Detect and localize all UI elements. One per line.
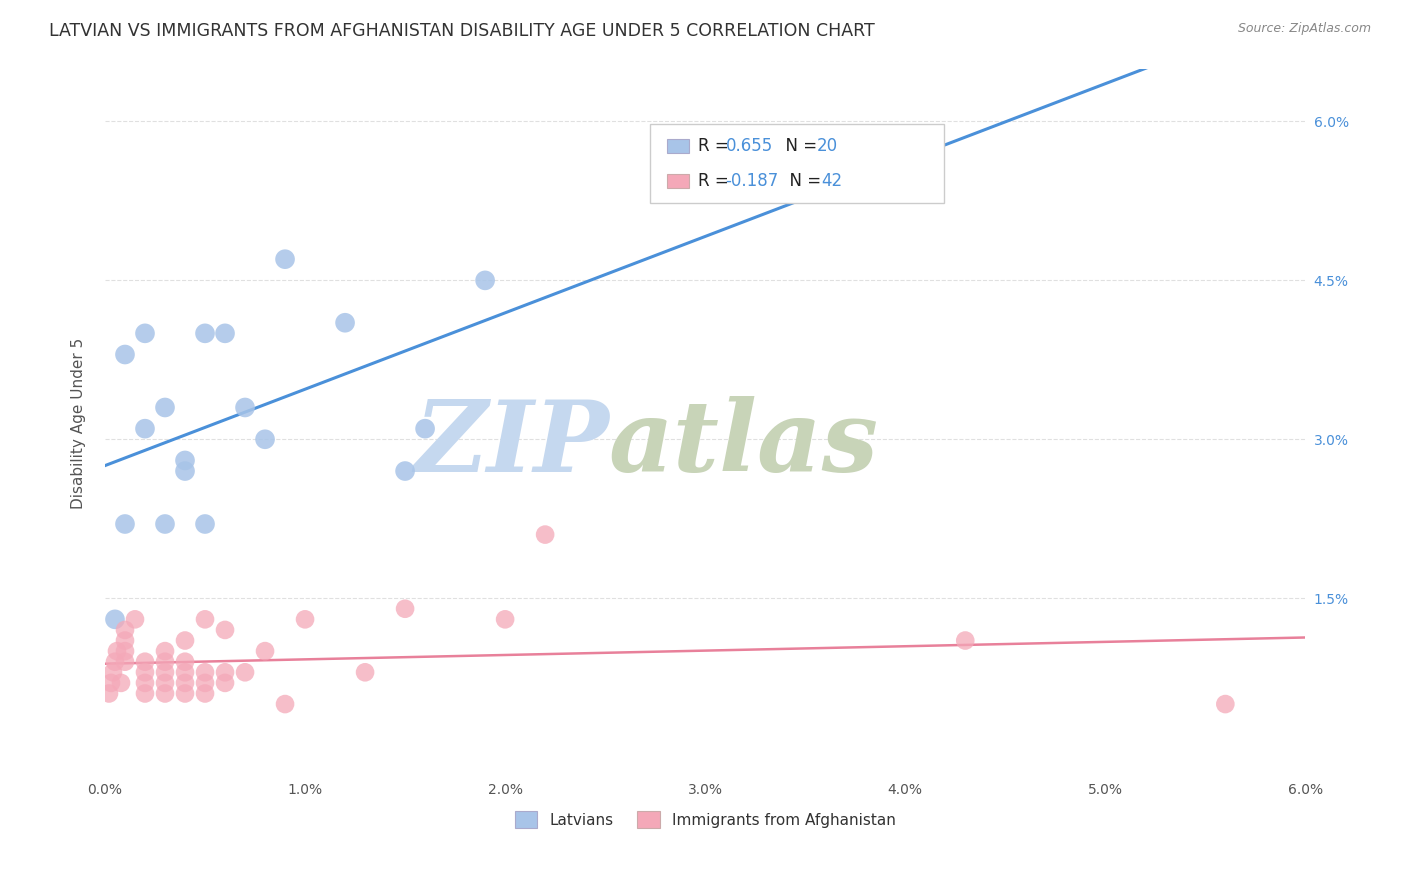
Text: atlas: atlas bbox=[609, 396, 879, 493]
Point bbox=[333, 316, 356, 330]
Point bbox=[274, 697, 297, 711]
Point bbox=[214, 623, 236, 637]
Text: N =: N = bbox=[779, 172, 827, 190]
Point bbox=[174, 453, 197, 467]
Point bbox=[153, 401, 176, 415]
Point bbox=[534, 527, 557, 541]
Point bbox=[174, 665, 197, 680]
Point bbox=[134, 686, 156, 700]
Point bbox=[394, 464, 416, 478]
Point bbox=[134, 422, 156, 436]
Point bbox=[194, 665, 217, 680]
Point bbox=[214, 676, 236, 690]
Point bbox=[153, 665, 176, 680]
Text: R =: R = bbox=[697, 172, 734, 190]
Text: R =: R = bbox=[697, 137, 734, 155]
Point bbox=[153, 676, 176, 690]
Point bbox=[114, 623, 136, 637]
Text: ZIP: ZIP bbox=[415, 396, 609, 493]
Point bbox=[105, 644, 128, 658]
Point bbox=[853, 157, 876, 171]
Point bbox=[124, 612, 146, 626]
Point bbox=[153, 516, 176, 531]
Point bbox=[114, 644, 136, 658]
Point bbox=[100, 676, 122, 690]
Point bbox=[194, 676, 217, 690]
Text: N =: N = bbox=[775, 137, 823, 155]
Point bbox=[233, 665, 256, 680]
Point bbox=[194, 612, 217, 626]
Point bbox=[134, 665, 156, 680]
Point bbox=[98, 686, 121, 700]
Point bbox=[254, 432, 277, 446]
Point bbox=[134, 655, 156, 669]
Point bbox=[134, 676, 156, 690]
Point bbox=[494, 612, 516, 626]
Point bbox=[174, 686, 197, 700]
Point bbox=[955, 633, 977, 648]
Point bbox=[413, 422, 436, 436]
Point bbox=[174, 633, 197, 648]
Point bbox=[354, 665, 377, 680]
Point bbox=[153, 686, 176, 700]
Y-axis label: Disability Age Under 5: Disability Age Under 5 bbox=[72, 338, 86, 509]
Point bbox=[1215, 697, 1237, 711]
Text: 0.655: 0.655 bbox=[725, 137, 773, 155]
Point bbox=[114, 516, 136, 531]
Point bbox=[153, 655, 176, 669]
Point bbox=[394, 601, 416, 615]
Point bbox=[474, 273, 496, 287]
Point bbox=[294, 612, 316, 626]
Text: LATVIAN VS IMMIGRANTS FROM AFGHANISTAN DISABILITY AGE UNDER 5 CORRELATION CHART: LATVIAN VS IMMIGRANTS FROM AFGHANISTAN D… bbox=[49, 22, 875, 40]
Point bbox=[233, 401, 256, 415]
Point bbox=[134, 326, 156, 341]
Text: 20: 20 bbox=[817, 137, 838, 155]
Point bbox=[114, 633, 136, 648]
Legend: Latvians, Immigrants from Afghanistan: Latvians, Immigrants from Afghanistan bbox=[509, 805, 901, 834]
Point bbox=[214, 665, 236, 680]
Text: 42: 42 bbox=[821, 172, 842, 190]
Point bbox=[114, 655, 136, 669]
Text: -0.187: -0.187 bbox=[725, 172, 779, 190]
Text: Source: ZipAtlas.com: Source: ZipAtlas.com bbox=[1237, 22, 1371, 36]
Point bbox=[194, 516, 217, 531]
Point bbox=[104, 612, 127, 626]
Point bbox=[114, 347, 136, 361]
Point bbox=[174, 655, 197, 669]
Point bbox=[254, 644, 277, 658]
Point bbox=[194, 686, 217, 700]
Point bbox=[153, 644, 176, 658]
Point bbox=[101, 665, 124, 680]
Point bbox=[214, 326, 236, 341]
Point bbox=[174, 676, 197, 690]
Point bbox=[104, 655, 127, 669]
Point bbox=[194, 326, 217, 341]
Point bbox=[174, 464, 197, 478]
Point bbox=[110, 676, 132, 690]
Point bbox=[274, 252, 297, 267]
